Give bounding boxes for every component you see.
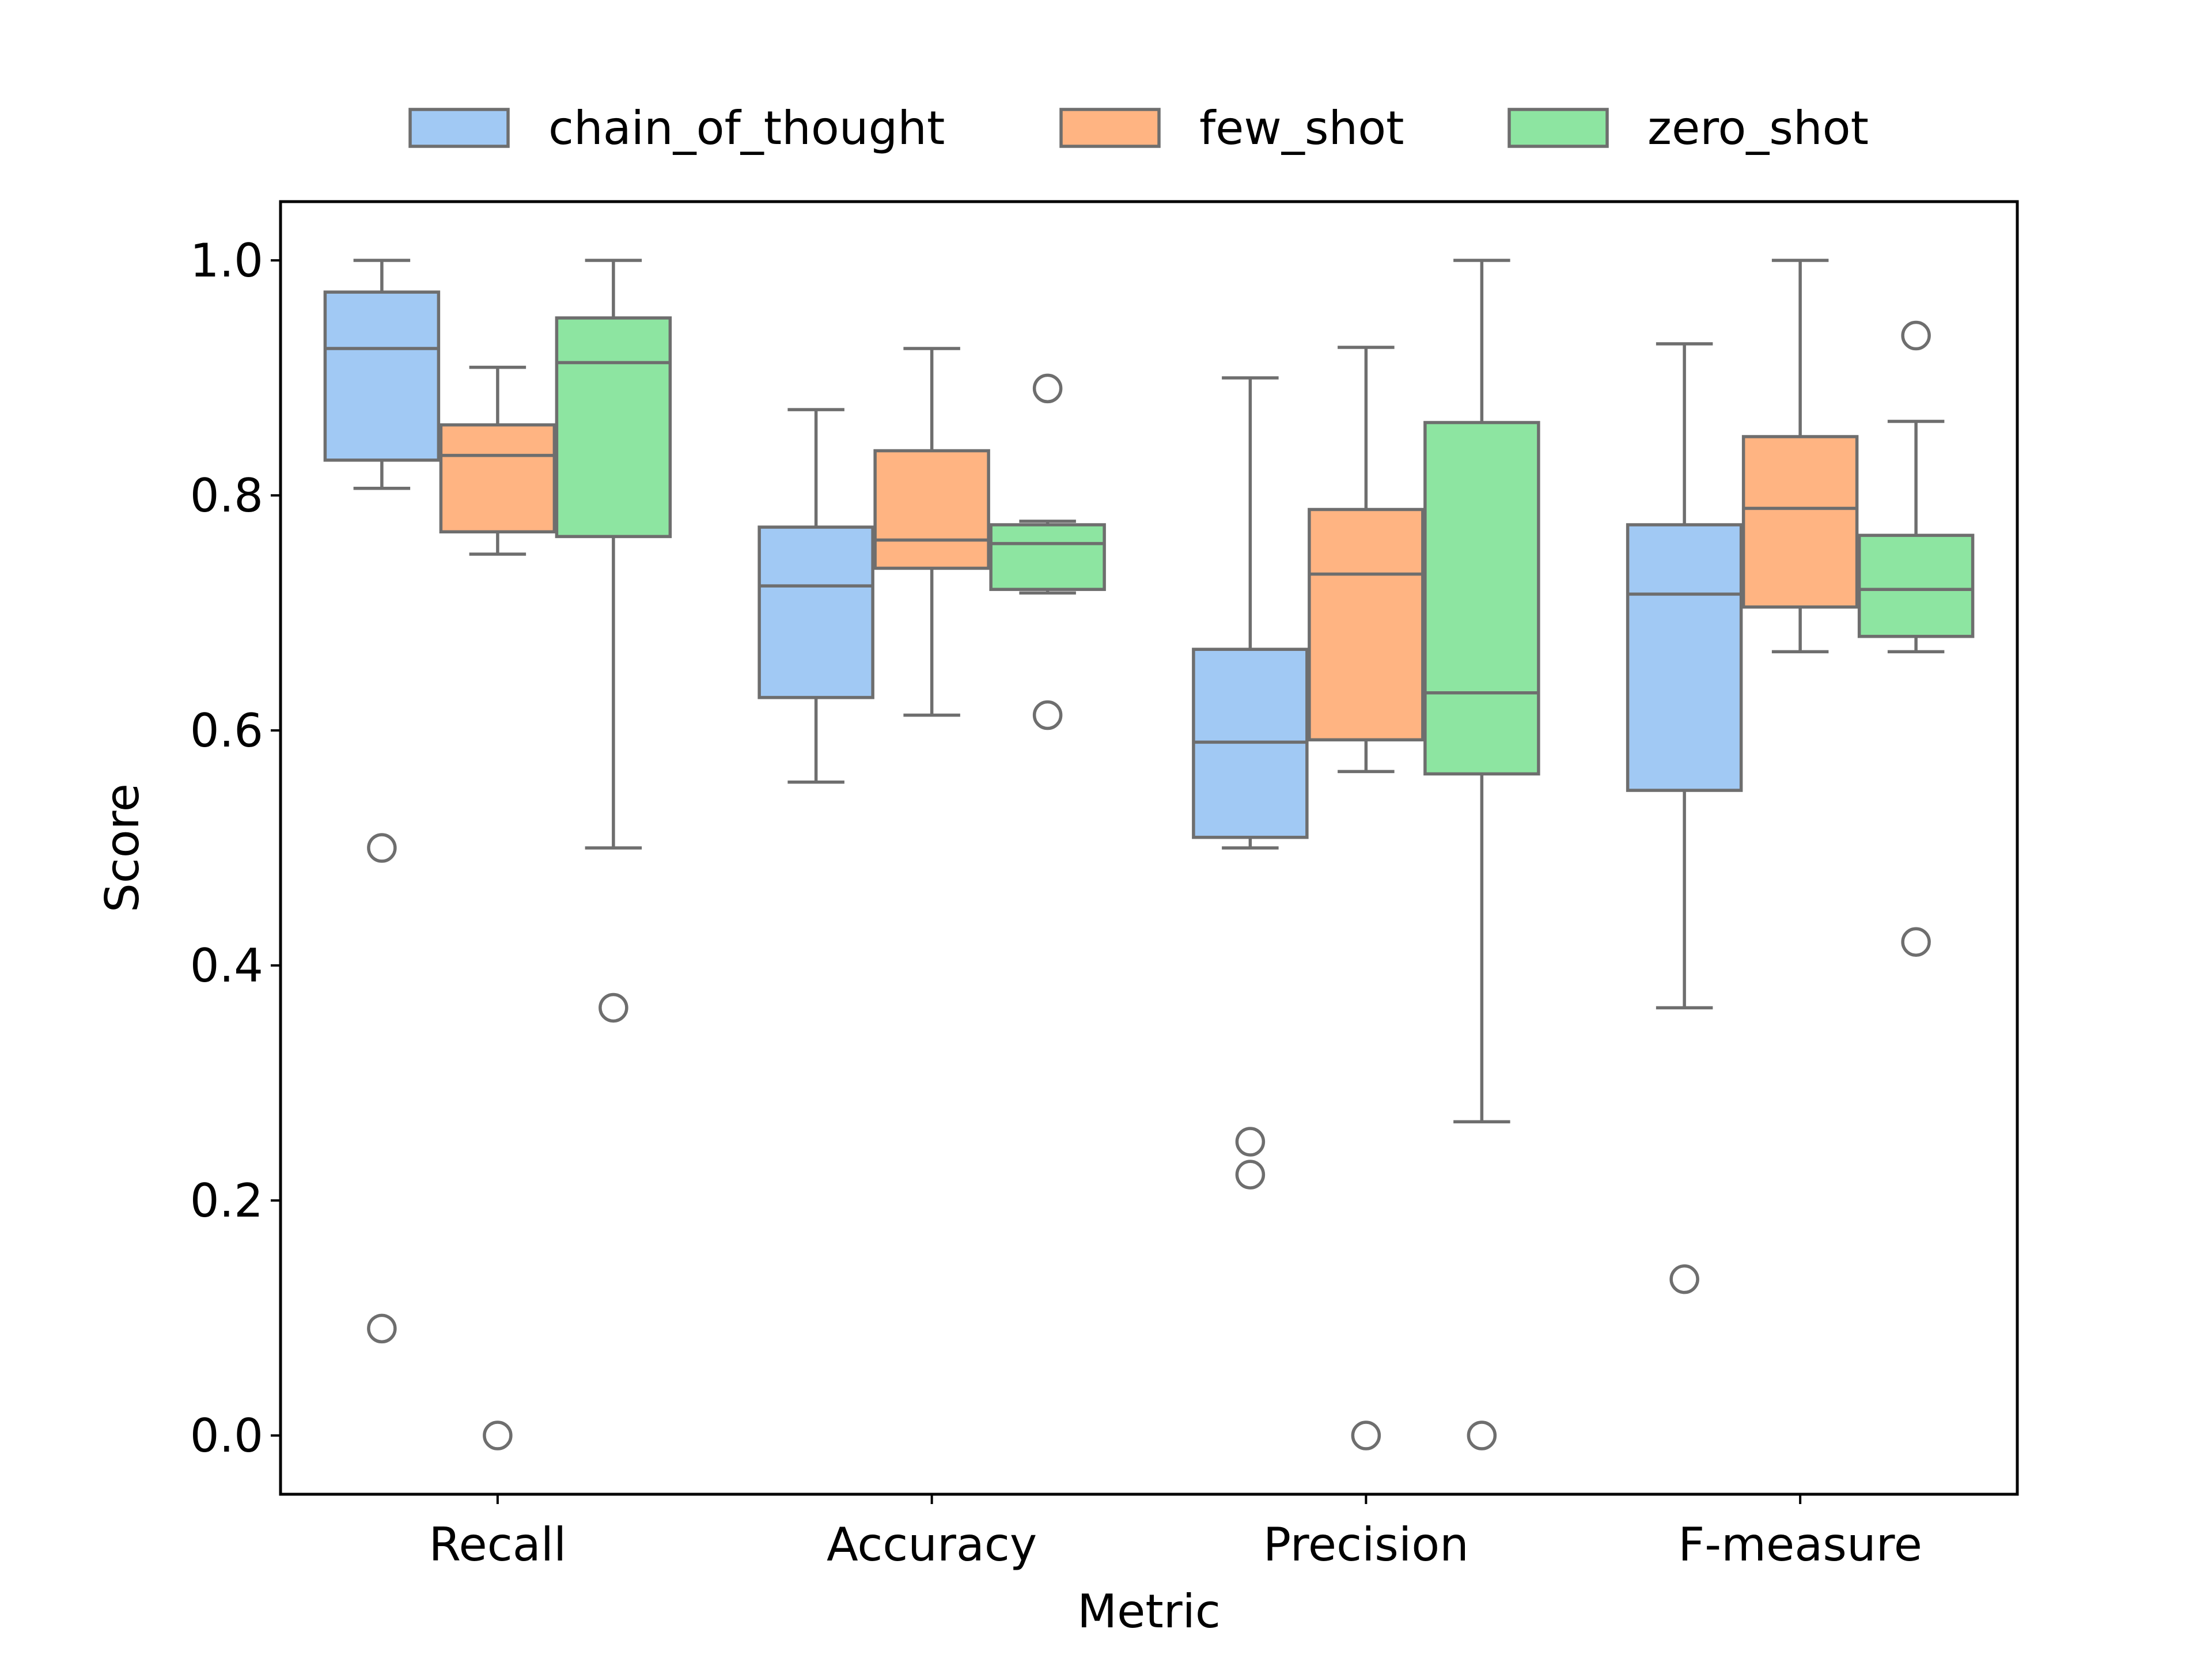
- outlier-point: [1351, 1421, 1381, 1450]
- box-body: [873, 449, 990, 570]
- legend-swatch: [408, 108, 510, 148]
- y-tick-label: 0.8: [190, 469, 263, 522]
- box-body: [323, 290, 441, 462]
- box-few_shot-F-measure: [1741, 259, 1859, 654]
- box-chain_of_thought-F-measure: [1626, 342, 1743, 1294]
- legend: chain_of_thought few_shot zero_shot: [408, 101, 1869, 155]
- x-tick-label: Recall: [429, 1518, 567, 1571]
- axes-frame: [279, 200, 2019, 1496]
- box-body: [1308, 507, 1425, 742]
- y-tick-label: 0.4: [190, 939, 263, 993]
- y-tick-label: 0.0: [190, 1409, 263, 1463]
- box-body: [989, 523, 1106, 591]
- legend-swatch: [1508, 108, 1609, 148]
- box-body: [757, 525, 874, 699]
- outlier-point: [1032, 373, 1063, 404]
- legend-label: few_shot: [1199, 101, 1404, 155]
- box-body: [1423, 421, 1540, 776]
- box-few_shot-Recall: [439, 365, 556, 1450]
- legend-item-zero_shot: zero_shot: [1508, 101, 1869, 155]
- plot-boxes: [323, 259, 1975, 1450]
- box-chain_of_thought-Precision: [1192, 376, 1309, 1190]
- x-tick-label: Accuracy: [827, 1518, 1037, 1571]
- legend-label: zero_shot: [1647, 101, 1869, 155]
- x-tick-label: Precision: [1263, 1518, 1469, 1571]
- y-axis: 0.0 0.2 0.4 0.6 0.8 1.0: [190, 234, 281, 1463]
- outlier-point: [1235, 1127, 1266, 1157]
- box-body: [439, 423, 556, 533]
- outlier-point: [1901, 927, 1931, 957]
- box-zero_shot-Accuracy: [989, 373, 1106, 730]
- box-zero_shot-Recall: [555, 259, 672, 1023]
- outlier-point: [1235, 1160, 1266, 1190]
- outlier-point: [1669, 1264, 1699, 1294]
- box-body: [1626, 523, 1743, 792]
- outlier-point: [599, 993, 628, 1023]
- y-tick-label: 0.6: [190, 704, 263, 757]
- box-zero_shot-F-measure: [1857, 320, 1975, 957]
- y-tick-label: 1.0: [190, 234, 263, 287]
- y-axis-label: Score: [96, 783, 149, 912]
- box-body: [1741, 435, 1859, 609]
- legend-item-few_shot: few_shot: [1059, 101, 1404, 155]
- legend-item-chain_of_thought: chain_of_thought: [408, 101, 945, 155]
- outlier-point: [367, 833, 397, 863]
- y-tick-label: 0.2: [190, 1174, 263, 1228]
- box-chain_of_thought-Accuracy: [757, 408, 874, 784]
- x-axis: Recall Accuracy Precision F-measure: [429, 1494, 1922, 1571]
- x-axis-label: Metric: [1077, 1585, 1221, 1638]
- box-body: [1857, 533, 1975, 638]
- box-chain_of_thought-Recall: [323, 259, 441, 1344]
- outlier-point: [483, 1421, 513, 1450]
- outlier-point: [1467, 1421, 1497, 1450]
- legend-swatch: [1059, 108, 1161, 148]
- box-body: [555, 316, 672, 539]
- box-few_shot-Accuracy: [873, 347, 990, 717]
- outlier-point: [367, 1313, 397, 1344]
- box-few_shot-Precision: [1308, 346, 1425, 1450]
- legend-label: chain_of_thought: [548, 101, 945, 155]
- box-zero_shot-Precision: [1423, 259, 1540, 1450]
- outlier-point: [1032, 700, 1063, 730]
- outlier-point: [1901, 320, 1931, 351]
- x-tick-label: F-measure: [1678, 1518, 1922, 1571]
